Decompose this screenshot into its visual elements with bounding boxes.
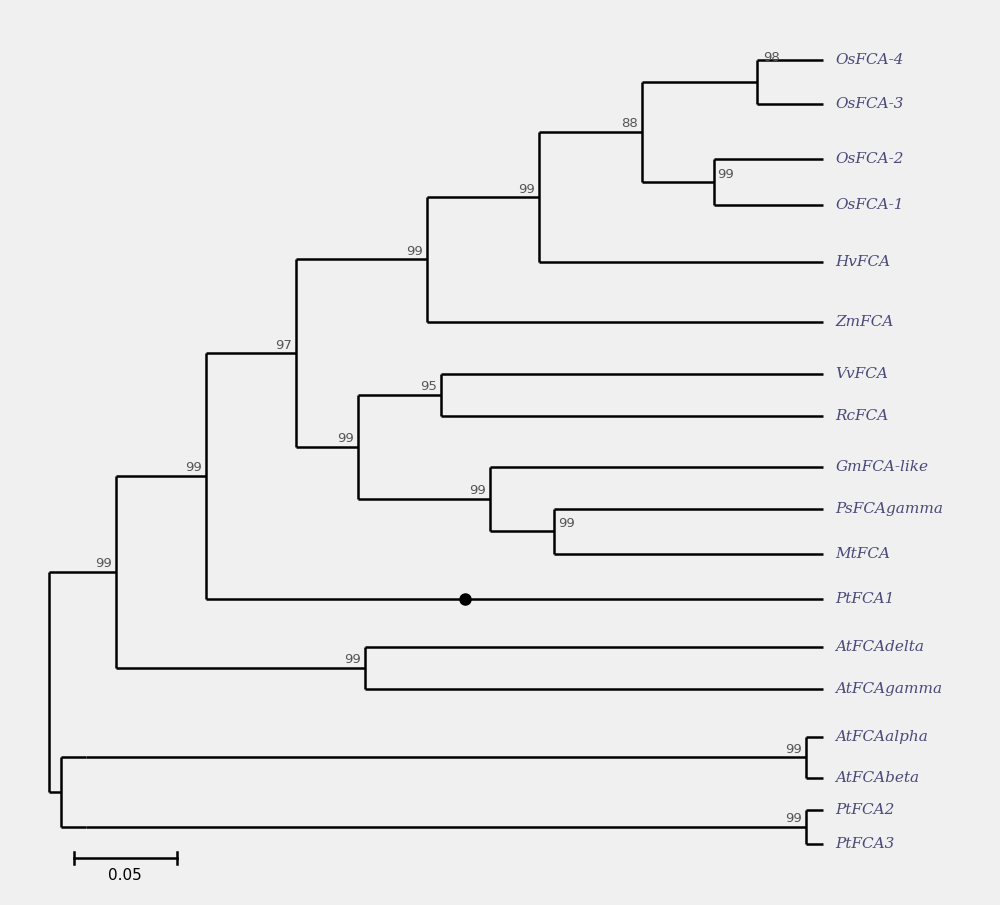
Text: AtFCAdelta: AtFCAdelta bbox=[835, 640, 924, 653]
Text: 88: 88 bbox=[621, 118, 638, 130]
Text: 97: 97 bbox=[275, 338, 292, 351]
Text: 99: 99 bbox=[785, 812, 802, 825]
Text: 99: 99 bbox=[406, 244, 423, 258]
Text: 99: 99 bbox=[95, 557, 112, 570]
Text: 0.05: 0.05 bbox=[108, 868, 142, 883]
Text: PsFCAgamma: PsFCAgamma bbox=[835, 502, 943, 516]
Text: GmFCA-like: GmFCA-like bbox=[835, 460, 928, 474]
Text: 99: 99 bbox=[344, 653, 361, 666]
Text: ZmFCA: ZmFCA bbox=[835, 315, 894, 329]
Text: VvFCA: VvFCA bbox=[835, 367, 888, 381]
Text: PtFCA1: PtFCA1 bbox=[835, 592, 895, 605]
Text: AtFCAgamma: AtFCAgamma bbox=[835, 682, 942, 696]
Text: OsFCA-2: OsFCA-2 bbox=[835, 152, 904, 167]
Text: PtFCA2: PtFCA2 bbox=[835, 803, 895, 817]
Text: 99: 99 bbox=[337, 433, 354, 445]
Text: OsFCA-4: OsFCA-4 bbox=[835, 52, 904, 67]
Text: MtFCA: MtFCA bbox=[835, 547, 890, 561]
Text: 99: 99 bbox=[519, 183, 535, 195]
Text: 99: 99 bbox=[470, 484, 486, 498]
Text: HvFCA: HvFCA bbox=[835, 255, 890, 270]
Text: 99: 99 bbox=[718, 167, 734, 180]
Text: 99: 99 bbox=[785, 743, 802, 756]
Text: OsFCA-3: OsFCA-3 bbox=[835, 97, 904, 110]
Text: 99: 99 bbox=[558, 517, 575, 529]
Text: 99: 99 bbox=[185, 462, 202, 474]
Text: RcFCA: RcFCA bbox=[835, 409, 888, 424]
Text: AtFCAbeta: AtFCAbeta bbox=[835, 771, 919, 785]
Text: AtFCAalpha: AtFCAalpha bbox=[835, 730, 928, 744]
Text: 95: 95 bbox=[420, 380, 437, 394]
Text: OsFCA-1: OsFCA-1 bbox=[835, 198, 904, 212]
Text: 98: 98 bbox=[763, 51, 779, 64]
Text: PtFCA3: PtFCA3 bbox=[835, 836, 895, 851]
